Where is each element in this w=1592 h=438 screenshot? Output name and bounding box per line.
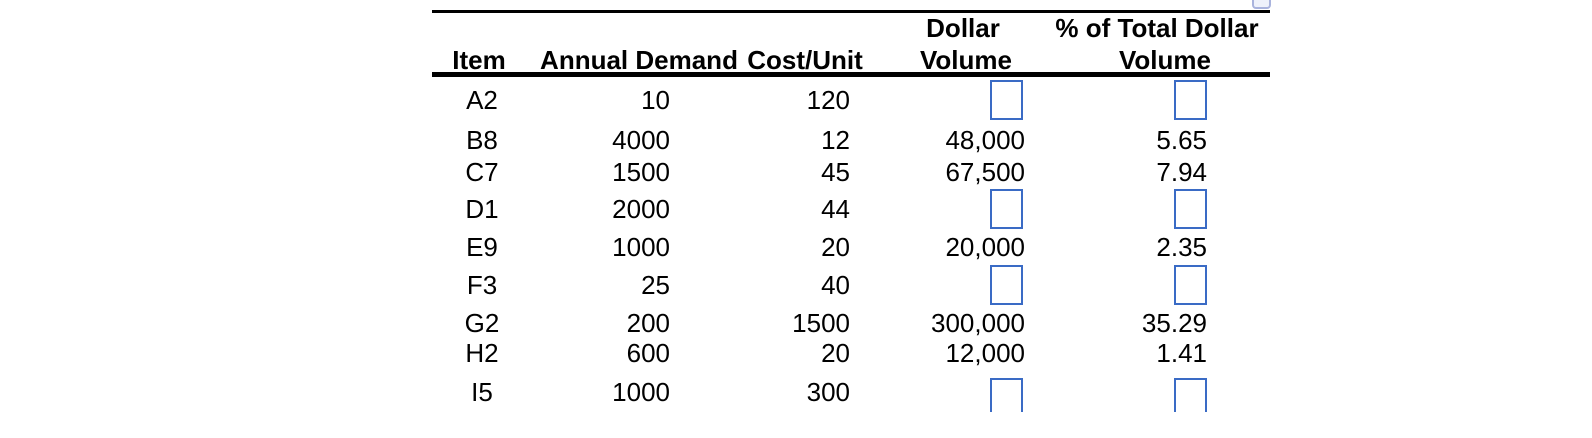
dollar-volume-cell xyxy=(850,189,1025,229)
column-header-dollar-volume-line2: Volume xyxy=(920,45,1012,75)
cost-per-unit-value: 20 xyxy=(821,338,850,368)
pct-total-dollar-volume-value: 35.29 xyxy=(1141,308,1207,338)
table-row: F3 25 40 xyxy=(432,265,1270,305)
dollar-volume-input[interactable] xyxy=(990,189,1023,229)
annual-demand-value: 600 xyxy=(626,338,670,368)
pct-total-dollar-volume-value: 7.94 xyxy=(1156,157,1207,187)
item-value: E9 xyxy=(466,232,498,262)
annual-demand-value: 4000 xyxy=(612,125,670,155)
item-value: I5 xyxy=(471,377,493,407)
dollar-volume-cell xyxy=(850,378,1025,412)
cost-per-unit-value: 44 xyxy=(821,194,850,224)
item-value: G2 xyxy=(464,308,500,338)
dollar-volume-value: 20,000 xyxy=(945,232,1025,262)
pct-total-dollar-volume-input[interactable] xyxy=(1174,80,1207,120)
item-value: H2 xyxy=(465,338,499,368)
dollar-volume-value: 48,000 xyxy=(945,125,1025,155)
cost-per-unit-value: 120 xyxy=(806,85,850,115)
column-header-item: Item xyxy=(452,45,506,75)
table-row: A2 10 120 xyxy=(432,80,1270,120)
column-header-annual-demand: Annual Demand xyxy=(540,45,738,75)
table-row: I5 1000 300 xyxy=(432,377,1270,412)
cost-per-unit-value: 20 xyxy=(821,232,850,262)
column-header-pct-total-line1: % of Total Dollar xyxy=(1055,13,1259,43)
dollar-volume-cell xyxy=(850,265,1025,305)
dollar-volume-value: 67,500 xyxy=(945,157,1025,187)
table-row: E9 1000 20 20,000 2.35 xyxy=(432,233,1270,261)
table-row: H2 600 20 12,000 1.41 xyxy=(432,339,1270,367)
item-value: A2 xyxy=(466,85,498,115)
table-row: D1 2000 44 xyxy=(432,189,1270,229)
pct-total-dollar-volume-cell xyxy=(1025,189,1207,229)
pct-total-dollar-volume-value: 1.41 xyxy=(1156,338,1207,368)
cost-per-unit-value: 12 xyxy=(821,125,850,155)
table-row: B8 4000 12 48,000 5.65 xyxy=(432,126,1270,154)
pct-total-dollar-volume-value: 5.65 xyxy=(1156,125,1207,155)
annual-demand-value: 2000 xyxy=(612,194,670,224)
cost-per-unit-value: 300 xyxy=(806,377,850,407)
clipped-top-widget[interactable] xyxy=(1252,0,1271,9)
dollar-volume-input-clipped xyxy=(990,378,1023,412)
item-value: D1 xyxy=(465,194,499,224)
annual-demand-value: 200 xyxy=(626,308,670,338)
cost-per-unit-value: 45 xyxy=(821,157,850,187)
pct-total-dollar-volume-input[interactable] xyxy=(1174,189,1207,229)
item-value: F3 xyxy=(466,270,498,300)
table-top-rule xyxy=(432,10,1270,13)
annual-demand-value: 1000 xyxy=(612,232,670,262)
table-header-rule xyxy=(432,72,1270,77)
item-value: C7 xyxy=(465,157,499,187)
dollar-volume-cell xyxy=(850,80,1025,120)
table-row: C7 1500 45 67,500 7.94 xyxy=(432,158,1270,186)
pct-total-dollar-volume-cell xyxy=(1025,265,1207,305)
pct-total-dollar-volume-input-clipped xyxy=(1174,378,1207,412)
dollar-volume-input[interactable] xyxy=(990,265,1023,305)
pct-total-dollar-volume-input[interactable] xyxy=(1174,378,1207,412)
annual-demand-value: 1000 xyxy=(612,377,670,407)
cost-per-unit-value: 40 xyxy=(821,270,850,300)
cost-per-unit-value: 1500 xyxy=(792,308,850,338)
pct-total-dollar-volume-cell xyxy=(1025,378,1207,412)
column-header-dollar-volume-line1: Dollar xyxy=(926,13,1000,43)
dollar-volume-input[interactable] xyxy=(990,80,1023,120)
column-header-cost-per-unit: Cost/Unit xyxy=(747,45,863,75)
pct-total-dollar-volume-cell xyxy=(1025,80,1207,120)
dollar-volume-value: 300,000 xyxy=(931,308,1025,338)
item-value: B8 xyxy=(466,125,498,155)
table-row: G2 200 1500 300,000 35.29 xyxy=(432,309,1270,337)
dollar-volume-input[interactable] xyxy=(990,378,1023,412)
column-header-pct-total-line2: Volume xyxy=(1119,45,1211,75)
annual-demand-value: 10 xyxy=(641,85,670,115)
annual-demand-value: 1500 xyxy=(612,157,670,187)
annual-demand-value: 25 xyxy=(641,270,670,300)
pct-total-dollar-volume-value: 2.35 xyxy=(1156,232,1207,262)
pct-total-dollar-volume-input[interactable] xyxy=(1174,265,1207,305)
dollar-volume-value: 12,000 xyxy=(945,338,1025,368)
